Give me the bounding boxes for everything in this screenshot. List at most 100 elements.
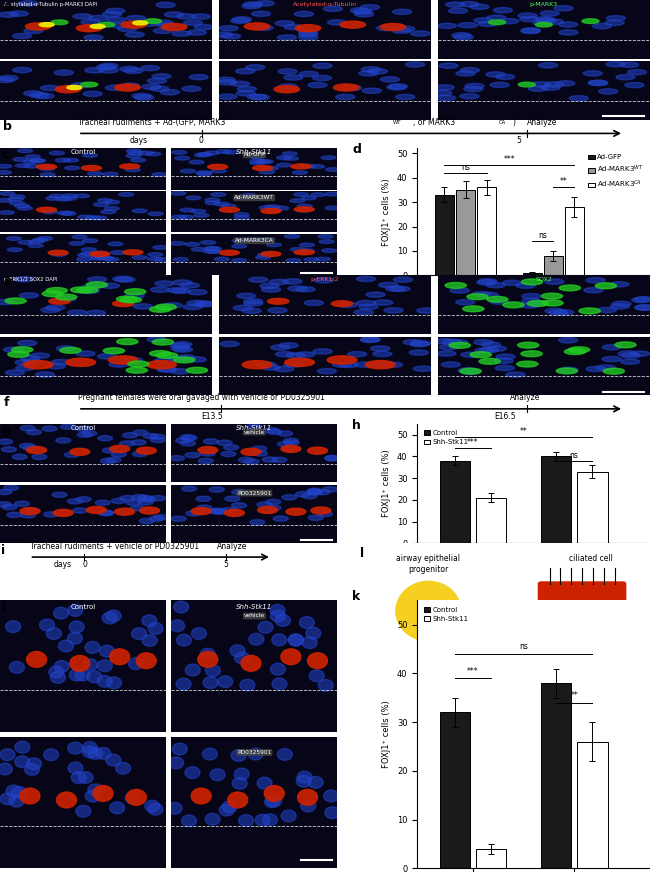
Circle shape bbox=[25, 23, 51, 30]
Circle shape bbox=[70, 656, 90, 671]
Bar bbox=[577, 472, 608, 543]
Circle shape bbox=[308, 83, 327, 88]
Circle shape bbox=[70, 448, 90, 455]
Circle shape bbox=[64, 159, 79, 162]
Circle shape bbox=[391, 286, 410, 291]
Circle shape bbox=[288, 634, 303, 646]
Circle shape bbox=[5, 298, 26, 303]
Circle shape bbox=[239, 814, 254, 827]
Circle shape bbox=[116, 762, 131, 774]
Circle shape bbox=[68, 310, 86, 316]
Circle shape bbox=[176, 634, 191, 646]
Circle shape bbox=[98, 676, 112, 687]
Circle shape bbox=[541, 85, 560, 91]
Circle shape bbox=[83, 153, 98, 157]
Circle shape bbox=[99, 64, 118, 69]
Circle shape bbox=[559, 285, 580, 291]
Circle shape bbox=[0, 199, 12, 202]
Circle shape bbox=[294, 193, 309, 196]
Circle shape bbox=[559, 30, 578, 35]
Circle shape bbox=[521, 28, 540, 33]
Circle shape bbox=[489, 20, 506, 24]
Circle shape bbox=[120, 164, 140, 169]
Circle shape bbox=[205, 201, 220, 205]
Circle shape bbox=[23, 91, 43, 96]
Circle shape bbox=[90, 256, 105, 260]
Circle shape bbox=[191, 788, 211, 804]
Circle shape bbox=[360, 4, 380, 10]
Circle shape bbox=[10, 662, 25, 673]
Circle shape bbox=[140, 496, 155, 502]
Circle shape bbox=[96, 65, 116, 70]
Circle shape bbox=[586, 366, 605, 371]
Circle shape bbox=[388, 84, 408, 89]
Circle shape bbox=[133, 452, 148, 457]
Circle shape bbox=[170, 620, 185, 631]
Circle shape bbox=[29, 159, 44, 162]
Circle shape bbox=[231, 750, 246, 761]
Circle shape bbox=[71, 287, 92, 293]
Circle shape bbox=[103, 348, 125, 354]
Circle shape bbox=[83, 239, 98, 242]
Circle shape bbox=[441, 362, 460, 367]
Circle shape bbox=[14, 501, 29, 507]
Circle shape bbox=[241, 448, 261, 455]
Circle shape bbox=[46, 288, 68, 294]
Circle shape bbox=[478, 21, 497, 26]
Circle shape bbox=[243, 2, 263, 7]
Circle shape bbox=[635, 305, 650, 310]
Circle shape bbox=[413, 366, 432, 371]
Circle shape bbox=[44, 749, 58, 760]
Circle shape bbox=[116, 296, 138, 302]
Text: p-ERK1/2: p-ERK1/2 bbox=[311, 277, 339, 283]
Circle shape bbox=[71, 83, 90, 88]
Circle shape bbox=[294, 250, 314, 255]
Circle shape bbox=[203, 677, 218, 689]
Circle shape bbox=[205, 198, 220, 201]
Text: p-ERK1/2: p-ERK1/2 bbox=[485, 718, 520, 726]
Circle shape bbox=[396, 94, 415, 99]
Circle shape bbox=[205, 814, 220, 825]
Circle shape bbox=[70, 669, 84, 681]
Circle shape bbox=[298, 32, 318, 37]
Circle shape bbox=[126, 789, 146, 805]
Circle shape bbox=[306, 627, 321, 639]
Circle shape bbox=[173, 257, 188, 262]
Circle shape bbox=[5, 370, 25, 375]
Circle shape bbox=[301, 196, 316, 200]
Text: p-RB: p-RB bbox=[493, 652, 512, 662]
Circle shape bbox=[116, 277, 135, 283]
Circle shape bbox=[327, 356, 357, 364]
Circle shape bbox=[554, 310, 574, 315]
Circle shape bbox=[106, 754, 121, 766]
Circle shape bbox=[521, 29, 540, 34]
Circle shape bbox=[55, 159, 70, 162]
Circle shape bbox=[296, 775, 311, 787]
Circle shape bbox=[583, 71, 603, 76]
Circle shape bbox=[278, 431, 292, 436]
Circle shape bbox=[189, 74, 208, 80]
Circle shape bbox=[273, 516, 288, 521]
Circle shape bbox=[452, 32, 471, 37]
Circle shape bbox=[152, 173, 167, 176]
Circle shape bbox=[224, 509, 244, 516]
Circle shape bbox=[148, 257, 162, 261]
Circle shape bbox=[185, 664, 200, 676]
Text: p-MARK3: p-MARK3 bbox=[485, 750, 519, 759]
Circle shape bbox=[77, 433, 92, 438]
Circle shape bbox=[627, 70, 647, 75]
Circle shape bbox=[126, 149, 141, 153]
Circle shape bbox=[68, 742, 83, 754]
Circle shape bbox=[283, 157, 298, 160]
Circle shape bbox=[584, 288, 603, 293]
Circle shape bbox=[10, 201, 25, 205]
Circle shape bbox=[216, 150, 231, 153]
Circle shape bbox=[217, 440, 232, 446]
Circle shape bbox=[6, 236, 21, 241]
Circle shape bbox=[482, 342, 500, 347]
Circle shape bbox=[488, 346, 506, 351]
Circle shape bbox=[40, 619, 55, 630]
Circle shape bbox=[506, 372, 525, 378]
Circle shape bbox=[289, 634, 304, 646]
Circle shape bbox=[486, 72, 505, 77]
